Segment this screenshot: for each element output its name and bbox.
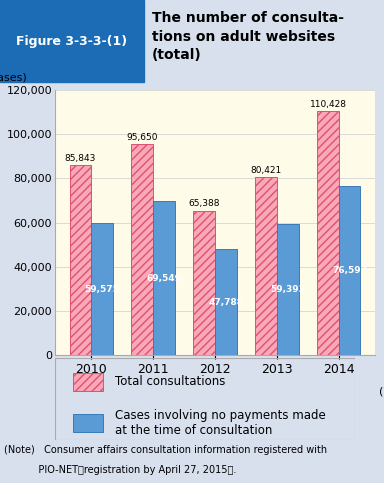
Text: 110,428: 110,428 [310,100,346,109]
Bar [0,0,144,82]
Bar [73,373,103,391]
Bar [193,211,215,355]
Text: PIO-NET（registration by April 27, 2015）.: PIO-NET（registration by April 27, 2015）. [4,465,237,475]
Text: Total consultations: Total consultations [115,375,225,388]
Text: 80,421: 80,421 [250,166,282,175]
Text: 59,393: 59,393 [270,285,305,294]
Text: The number of consulta-
tions on adult websites
(total): The number of consulta- tions on adult w… [152,12,344,62]
Text: (Note)   Consumer affairs consultation information registered with: (Note) Consumer affairs consultation inf… [4,445,327,455]
Text: 65,388: 65,388 [189,199,220,208]
Bar [215,249,237,355]
Text: Figure 3-3-3-(1): Figure 3-3-3-(1) [17,34,127,47]
Text: 76,597: 76,597 [332,266,367,275]
Bar [339,186,361,355]
Bar [255,177,277,355]
Bar [277,224,298,355]
Bar [73,414,103,432]
Text: Cases involving no payments made
at the time of consultation: Cases involving no payments made at the … [115,409,326,437]
Text: (FY): (FY) [379,387,384,397]
Bar [91,224,113,355]
Text: 95,650: 95,650 [126,132,158,142]
Bar [153,201,175,355]
Bar [70,166,91,355]
Text: 59,575: 59,575 [84,284,119,294]
Bar [317,111,339,355]
Bar [131,144,153,355]
Text: 69,549: 69,549 [146,274,181,283]
Text: (Cases): (Cases) [0,72,26,82]
Text: 47,788: 47,788 [209,298,243,307]
Text: 85,843: 85,843 [65,154,96,163]
